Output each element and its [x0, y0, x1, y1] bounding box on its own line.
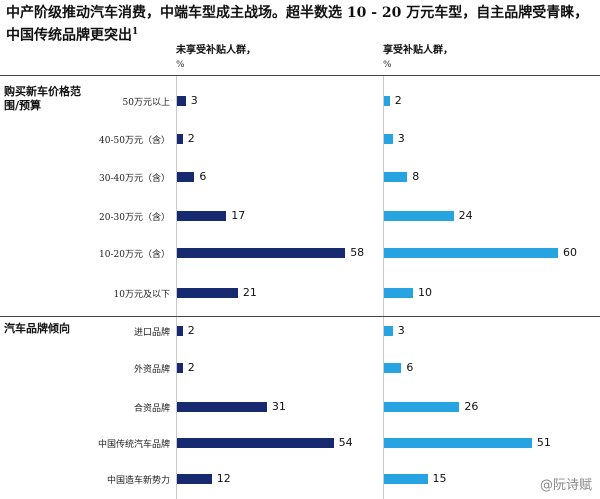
category-label: 10-20万元（含） [99, 250, 170, 260]
value-label-subsidized: 10 [418, 286, 432, 299]
bar-unsubsidized [177, 438, 334, 448]
section-divider-top [0, 75, 600, 76]
series-header-subsidized: 享受补贴人群， [383, 45, 453, 56]
value-label-unsubsidized: 6 [199, 170, 207, 183]
bar-subsidized [384, 438, 532, 448]
value-label-subsidized: 6 [406, 361, 414, 374]
bar-subsidized [384, 402, 460, 412]
category-label: 10万元及以下 [113, 290, 170, 300]
value-label-subsidized: 15 [432, 472, 447, 485]
value-label-subsidized: 8 [412, 170, 420, 183]
value-label-unsubsidized: 2 [187, 361, 195, 374]
category-label: 40-50万元（含） [99, 136, 170, 146]
bar-subsidized [384, 211, 454, 221]
bar-unsubsidized [177, 363, 183, 373]
category-label: 中国传统汽车品牌 [97, 440, 170, 450]
bar-unsubsidized [177, 172, 195, 182]
bar-unsubsidized [177, 211, 227, 221]
section-label-brand: 汽车品牌倾向 [4, 322, 70, 335]
bar-subsidized [384, 474, 428, 484]
watermark: @阮诗赋 [539, 478, 592, 493]
series-unit-unsubsidized: % [176, 60, 185, 70]
category-label: 合资品牌 [133, 404, 170, 414]
bar-unsubsidized [177, 248, 346, 258]
section-label-price-range: 购买新车价格范围/预算 [4, 85, 81, 112]
bar-subsidized [384, 288, 413, 298]
value-label-subsidized: 3 [397, 132, 405, 145]
value-label-subsidized: 60 [563, 246, 577, 259]
axis-unsubsidized-group1 [176, 76, 177, 316]
value-label-subsidized: 3 [397, 324, 405, 337]
bar-unsubsidized [177, 326, 183, 336]
category-label: 30-40万元（含） [99, 174, 170, 184]
bar-subsidized [384, 363, 402, 373]
axis-unsubsidized-group2 [176, 317, 177, 499]
value-label-unsubsidized: 31 [271, 400, 286, 413]
series-header-unsubsidized: 未享受补贴人群， [176, 45, 256, 56]
value-label-unsubsidized: 17 [231, 209, 246, 222]
section-divider-middle [0, 316, 600, 317]
axis-subsidized-group1 [383, 76, 384, 316]
bar-unsubsidized [177, 474, 212, 484]
bar-subsidized [384, 248, 558, 258]
bar-subsidized [384, 326, 393, 336]
value-label-unsubsidized: 21 [242, 286, 257, 299]
axis-subsidized-group2 [383, 317, 384, 499]
bar-unsubsidized [177, 288, 238, 298]
value-label-subsidized: 2 [394, 94, 402, 107]
value-label-unsubsidized: 54 [338, 436, 353, 449]
category-label: 50万元以上 [122, 98, 170, 108]
value-label-unsubsidized: 2 [187, 324, 195, 337]
chart-title: 中产阶级推动汽车消费，中端车型成主战场。超半数选 10 - 20 万元车型，自主… [6, 5, 589, 44]
series-unit-subsidized: % [383, 60, 392, 70]
bar-subsidized [384, 172, 408, 182]
bar-unsubsidized [177, 134, 183, 144]
bar-subsidized [384, 134, 393, 144]
value-label-subsidized: 24 [458, 209, 473, 222]
value-label-subsidized: 51 [536, 436, 551, 449]
category-label: 进口品牌 [133, 328, 170, 338]
bar-unsubsidized [177, 402, 267, 412]
category-label: 中国造车新势力 [106, 476, 170, 486]
category-label: 20-30万元（含） [99, 213, 170, 223]
bar-unsubsidized [177, 96, 186, 106]
value-label-unsubsidized: 2 [187, 132, 195, 145]
value-label-subsidized: 26 [464, 400, 479, 413]
value-label-unsubsidized: 12 [216, 472, 231, 485]
value-label-unsubsidized: 58 [350, 246, 365, 259]
value-label-unsubsidized: 3 [190, 94, 198, 107]
category-label: 外资品牌 [133, 365, 170, 375]
bar-subsidized [384, 96, 390, 106]
